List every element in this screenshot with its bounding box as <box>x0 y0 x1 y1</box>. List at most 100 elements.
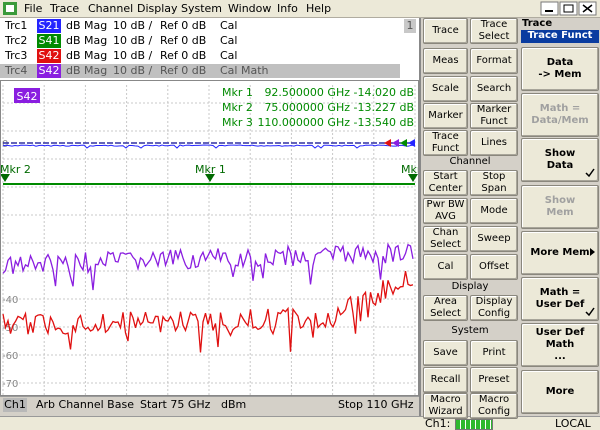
active-trace-label: S42 <box>17 90 38 103</box>
marker-value: -13.227 dB <box>354 101 414 114</box>
softkey[interactable]: User Def Math... <box>521 323 599 367</box>
softkey[interactable]: Math = Data/Mem <box>521 93 599 137</box>
hardkey-label: Print <box>482 347 506 358</box>
hardkey[interactable]: Marker Funct <box>470 103 518 129</box>
hardkey-label: Select <box>430 308 461 319</box>
menu-item[interactable]: System <box>181 2 223 15</box>
marker-value: -13.540 dB <box>354 116 414 129</box>
menu-item[interactable]: Help <box>306 2 332 15</box>
marker-name: Mkr 3 <box>222 116 253 129</box>
hardkey[interactable]: Marker <box>423 103 468 129</box>
ref-arrow <box>408 139 415 147</box>
hardkey-label: Format <box>476 55 512 66</box>
hardkey[interactable]: Save <box>423 340 468 366</box>
hardkey[interactable]: Format <box>470 48 518 74</box>
hardkey[interactable]: Stop Span <box>470 170 518 196</box>
trace-red <box>2 270 414 353</box>
marker-freq: 75.000000 GHz <box>264 101 350 114</box>
hardkey-label: Trace <box>480 19 508 30</box>
ref-arrow <box>384 139 391 147</box>
check-mark <box>585 307 595 317</box>
hardkey[interactable]: Offset <box>470 254 518 280</box>
menu-item[interactable]: File <box>24 2 43 15</box>
submenu-arrow <box>590 248 595 256</box>
hardkey-label: Config <box>477 406 511 417</box>
marker-freq: 92.500000 GHz <box>264 86 350 99</box>
hardkey[interactable]: Scale <box>423 76 468 102</box>
hardkey[interactable]: Trace Select <box>470 18 518 44</box>
hardkey-label: AVG <box>435 211 456 222</box>
menu-item[interactable]: Info <box>277 2 298 15</box>
hardkey-label: Meas <box>432 55 459 66</box>
menu-item[interactable]: Window <box>228 2 272 15</box>
softkey-label: Mem <box>546 207 574 218</box>
hardkey-label: Search <box>476 83 512 94</box>
hardkey[interactable]: Trace <box>423 18 468 44</box>
hardkey-label: Funct <box>431 143 460 154</box>
hardkey[interactable]: Preset <box>470 367 518 393</box>
softkey[interactable]: Show Mem <box>521 185 599 229</box>
softkey[interactable]: Math = User Def <box>521 277 599 321</box>
hardkey[interactable]: Macro Config <box>470 393 518 419</box>
hardkey[interactable]: Print <box>470 340 518 366</box>
active-trace-box <box>14 88 40 103</box>
menu-item[interactable]: Trace <box>50 2 80 15</box>
status-bar <box>0 416 600 430</box>
hardkey-label: Offset <box>478 261 510 272</box>
softkey-label: Math = <box>539 103 581 114</box>
trace-param: S41 <box>37 34 61 48</box>
y-label: 0 <box>2 139 8 150</box>
hardkey[interactable]: Search <box>470 76 518 102</box>
hardkey[interactable]: Chan Select <box>423 226 468 252</box>
stop-freq: Stop 110 GHz <box>338 398 414 411</box>
hardkey[interactable]: Display Config <box>470 295 518 321</box>
hardkey[interactable]: Sweep <box>470 226 518 252</box>
softkey-label: Data <box>546 57 574 68</box>
marker-name: Mkr 1 <box>222 86 253 99</box>
hardkey[interactable]: Cal <box>423 254 468 280</box>
hardkey-label: Chan <box>432 227 459 238</box>
hardkey-label: Select <box>478 31 510 42</box>
hardkey[interactable]: Recall <box>423 367 468 393</box>
softkey-label: User Def <box>535 327 585 338</box>
softkey-label: -> Mem <box>538 69 582 80</box>
hardkey[interactable]: Area Select <box>423 295 468 321</box>
hardkey-label: Sweep <box>477 233 511 244</box>
hardkey-label: Mode <box>480 205 508 216</box>
trace-scale: 10 dB / <box>113 49 153 62</box>
trace-ref: Ref 0 dB <box>160 64 207 77</box>
trace-ref: Ref 0 dB <box>160 49 207 62</box>
marker-flag: Mkr <box>401 163 419 176</box>
hardkey[interactable]: Macro Wizard <box>423 393 468 419</box>
hardkey-label: Select <box>430 239 461 250</box>
y-label: -40 <box>2 295 18 306</box>
hardkey[interactable]: Meas <box>423 48 468 74</box>
trace-param: S42 <box>37 64 61 78</box>
softkey[interactable]: More Mem <box>521 231 599 275</box>
softkey-label: More <box>545 386 575 397</box>
hardkey[interactable]: Lines <box>470 130 518 156</box>
group-header: System <box>451 325 489 336</box>
hardkey-label: Funct <box>480 116 508 127</box>
softkey-label: ... <box>554 351 566 362</box>
menu-item[interactable]: Channel <box>88 2 134 15</box>
marker-value: -14.020 dB <box>354 86 414 99</box>
hardkey[interactable]: Trace Funct <box>423 130 468 156</box>
channel-box: Ch1 <box>3 398 27 412</box>
window-buttons <box>540 1 598 16</box>
softkey[interactable]: Show Data <box>521 138 599 182</box>
trace-ref: Ref 0 dB <box>160 19 207 32</box>
marker-triangle <box>205 174 215 182</box>
hardkey[interactable]: Mode <box>470 198 518 224</box>
menu-item[interactable]: Display <box>137 2 178 15</box>
hardkey-label: Display <box>475 296 513 307</box>
hardkey-label: Trace <box>432 131 459 142</box>
softkey[interactable]: More <box>521 370 599 414</box>
app-icon <box>3 2 17 15</box>
hardkey[interactable]: Pwr BW AVG <box>423 198 468 224</box>
hardkey-label: Pwr BW <box>426 199 465 210</box>
hardkey[interactable]: Start Center <box>423 170 468 196</box>
trace-name: Trc3 <box>5 49 28 62</box>
softkey[interactable]: Data -> Mem <box>521 47 599 91</box>
